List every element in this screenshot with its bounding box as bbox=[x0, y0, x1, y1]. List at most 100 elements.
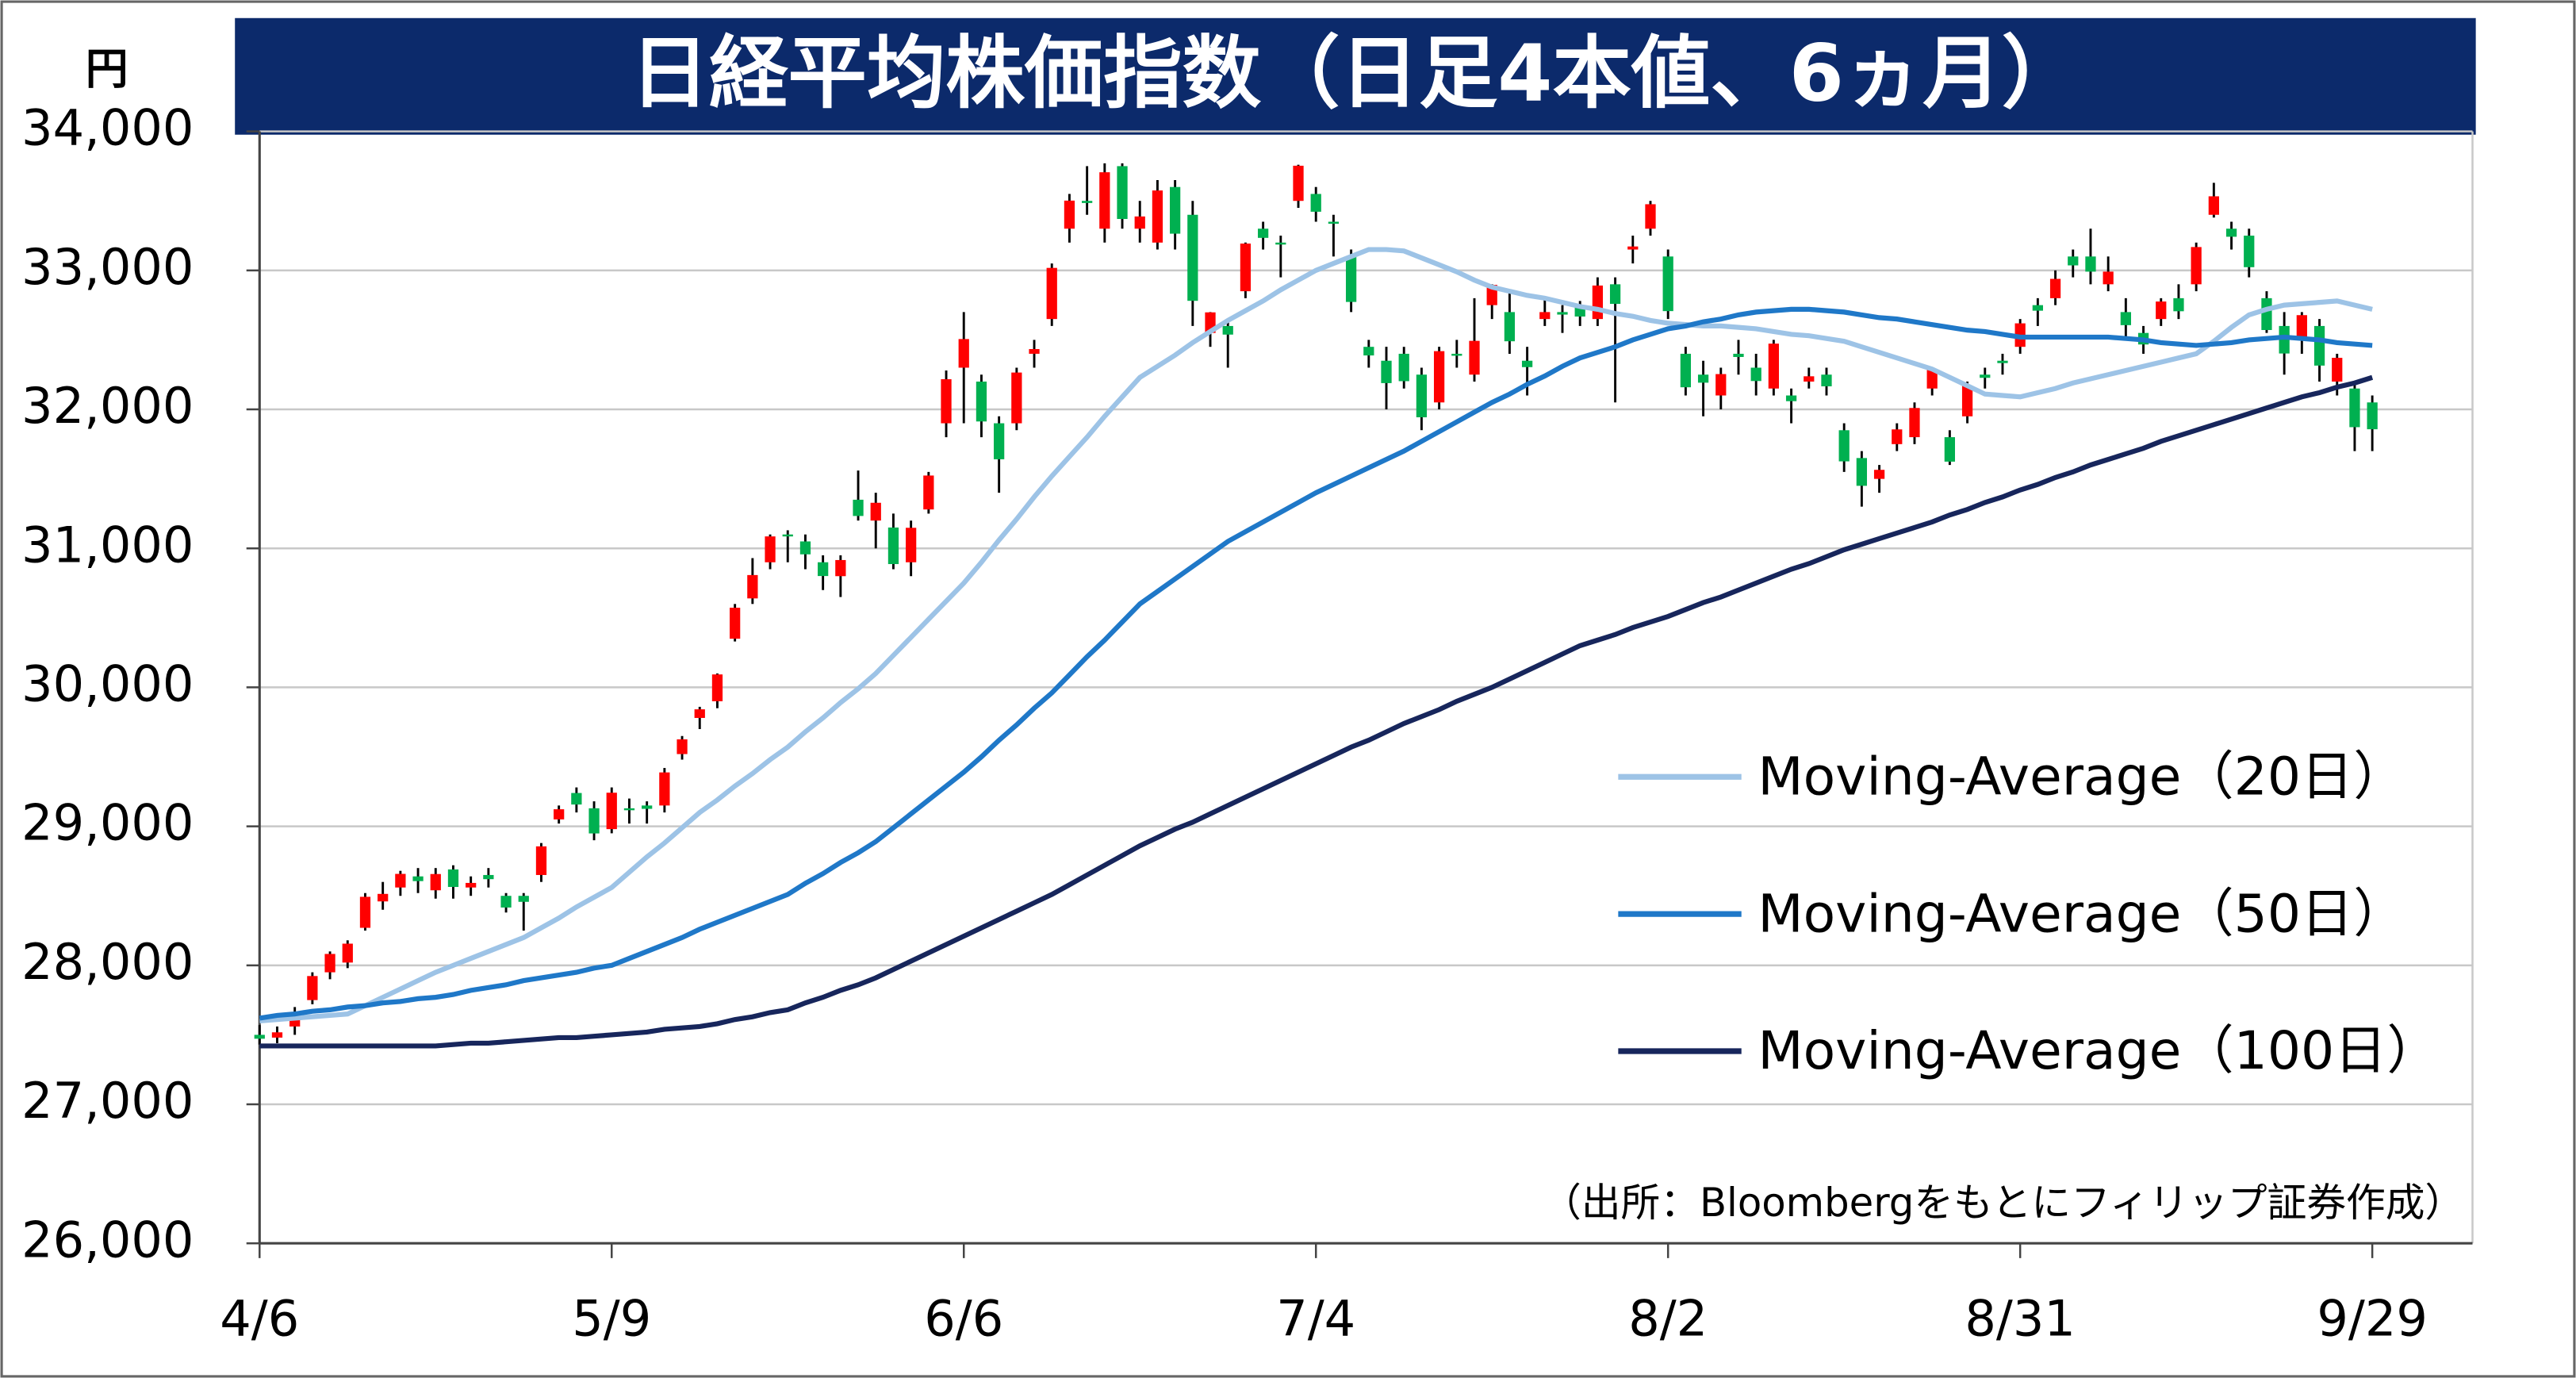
candle-body bbox=[1944, 437, 1955, 462]
candle-body bbox=[694, 709, 705, 718]
candle-body bbox=[2173, 297, 2184, 312]
candle-body bbox=[1804, 376, 1815, 382]
x-tick-label: 5/9 bbox=[572, 1290, 651, 1348]
candle-body bbox=[554, 809, 565, 820]
y-tick-label: 33,000 bbox=[21, 238, 194, 296]
candle-body bbox=[677, 739, 688, 754]
candle-body bbox=[483, 874, 494, 880]
candle-body bbox=[1240, 244, 1252, 292]
candle-body bbox=[2367, 402, 2378, 430]
candle-body bbox=[994, 423, 1005, 459]
candle-body bbox=[958, 339, 969, 368]
candle-body bbox=[1504, 312, 1516, 342]
candle-body bbox=[711, 674, 723, 701]
candle-body bbox=[1961, 386, 1973, 416]
candle-body bbox=[447, 869, 459, 888]
candle-body bbox=[1821, 374, 1832, 386]
candle-body bbox=[2208, 196, 2219, 215]
candle-body bbox=[1539, 312, 1551, 320]
title-bar bbox=[235, 17, 2476, 135]
legend-label: Moving-Average（100日） bbox=[1758, 1019, 2439, 1081]
candle-body bbox=[782, 534, 793, 537]
candle-body bbox=[1680, 353, 1692, 388]
candle-body bbox=[1416, 374, 1428, 418]
candle-body bbox=[1697, 374, 1709, 383]
candle-body bbox=[2332, 358, 2343, 382]
candle-body bbox=[1134, 216, 1145, 229]
candle-body bbox=[1980, 374, 1991, 378]
candle-body bbox=[1609, 284, 1621, 305]
y-tick-label: 31,000 bbox=[21, 516, 194, 574]
candle-body bbox=[1293, 165, 1304, 202]
candle-body bbox=[588, 808, 600, 834]
candle-body bbox=[1169, 186, 1181, 234]
candle-body bbox=[765, 536, 776, 562]
candle-body bbox=[1469, 340, 1480, 375]
candle-body bbox=[835, 559, 846, 577]
candle-body bbox=[1029, 348, 1040, 354]
candle-body bbox=[412, 876, 424, 881]
candle-body bbox=[1152, 190, 1163, 243]
candle-body bbox=[1715, 374, 1727, 396]
candle-body bbox=[747, 574, 758, 599]
candle-body bbox=[430, 873, 441, 891]
candle-body bbox=[1838, 430, 1850, 462]
candle-body bbox=[359, 896, 371, 928]
candle-body bbox=[500, 896, 512, 908]
candle-body bbox=[1557, 312, 1568, 315]
candle-body bbox=[2349, 388, 2360, 428]
candle-body bbox=[606, 793, 617, 830]
y-tick-label: 26,000 bbox=[21, 1211, 194, 1269]
candle-body bbox=[923, 475, 934, 510]
candle-body bbox=[659, 772, 670, 806]
candle-body bbox=[1997, 360, 2008, 363]
candle-body bbox=[466, 882, 477, 888]
candle-body bbox=[1451, 353, 1462, 356]
ma-line bbox=[259, 374, 2374, 1049]
candle-body bbox=[1011, 372, 1022, 424]
candle-body bbox=[2191, 247, 2202, 285]
x-tick-label: 6/6 bbox=[924, 1290, 1003, 1348]
candle-body bbox=[2032, 305, 2043, 311]
y-tick-label: 29,000 bbox=[21, 794, 194, 852]
candle-body bbox=[1892, 429, 1903, 444]
candle-body bbox=[2225, 228, 2237, 237]
candle-body bbox=[870, 502, 881, 521]
candle-body bbox=[2085, 256, 2096, 272]
x-tick-label: 7/4 bbox=[1276, 1290, 1355, 1348]
x-tick-label: 8/2 bbox=[1628, 1290, 1708, 1348]
candle-body bbox=[1926, 369, 1938, 389]
ma-line bbox=[259, 306, 2373, 1021]
source-note: （出所：Bloombergをもとにフィリップ証券作成） bbox=[1542, 1180, 2464, 1226]
candle-body bbox=[1592, 285, 1604, 320]
y-unit: 円 bbox=[86, 44, 128, 94]
candle-body bbox=[2296, 315, 2307, 340]
candle-body bbox=[906, 528, 917, 562]
candle-body bbox=[324, 954, 335, 973]
candle-body bbox=[976, 381, 987, 422]
candle-body bbox=[799, 541, 811, 555]
candle-body bbox=[1627, 246, 1639, 250]
candle-body bbox=[1909, 408, 1920, 438]
candle-body bbox=[1645, 204, 1656, 229]
candle-body bbox=[818, 562, 829, 577]
candle-body bbox=[1310, 194, 1321, 212]
candle-body bbox=[2049, 278, 2061, 298]
candle-body bbox=[1046, 267, 1057, 320]
y-tick-label: 32,000 bbox=[21, 377, 194, 435]
legend-label: Moving-Average（20日） bbox=[1758, 745, 2405, 807]
candle-body bbox=[1345, 256, 1357, 302]
candle-body bbox=[571, 793, 582, 805]
candle-body bbox=[1064, 200, 1075, 229]
candle-body bbox=[395, 873, 406, 888]
candle-body bbox=[2244, 236, 2255, 267]
candle-body bbox=[941, 379, 952, 424]
candle-body bbox=[1187, 214, 1198, 301]
y-tick-label: 27,000 bbox=[21, 1072, 194, 1130]
candle-body bbox=[2156, 301, 2167, 320]
x-tick-label: 9/29 bbox=[2317, 1290, 2428, 1348]
candle-body bbox=[1521, 360, 1533, 367]
candle-body bbox=[1275, 242, 1286, 245]
candle-body bbox=[1398, 353, 1409, 382]
